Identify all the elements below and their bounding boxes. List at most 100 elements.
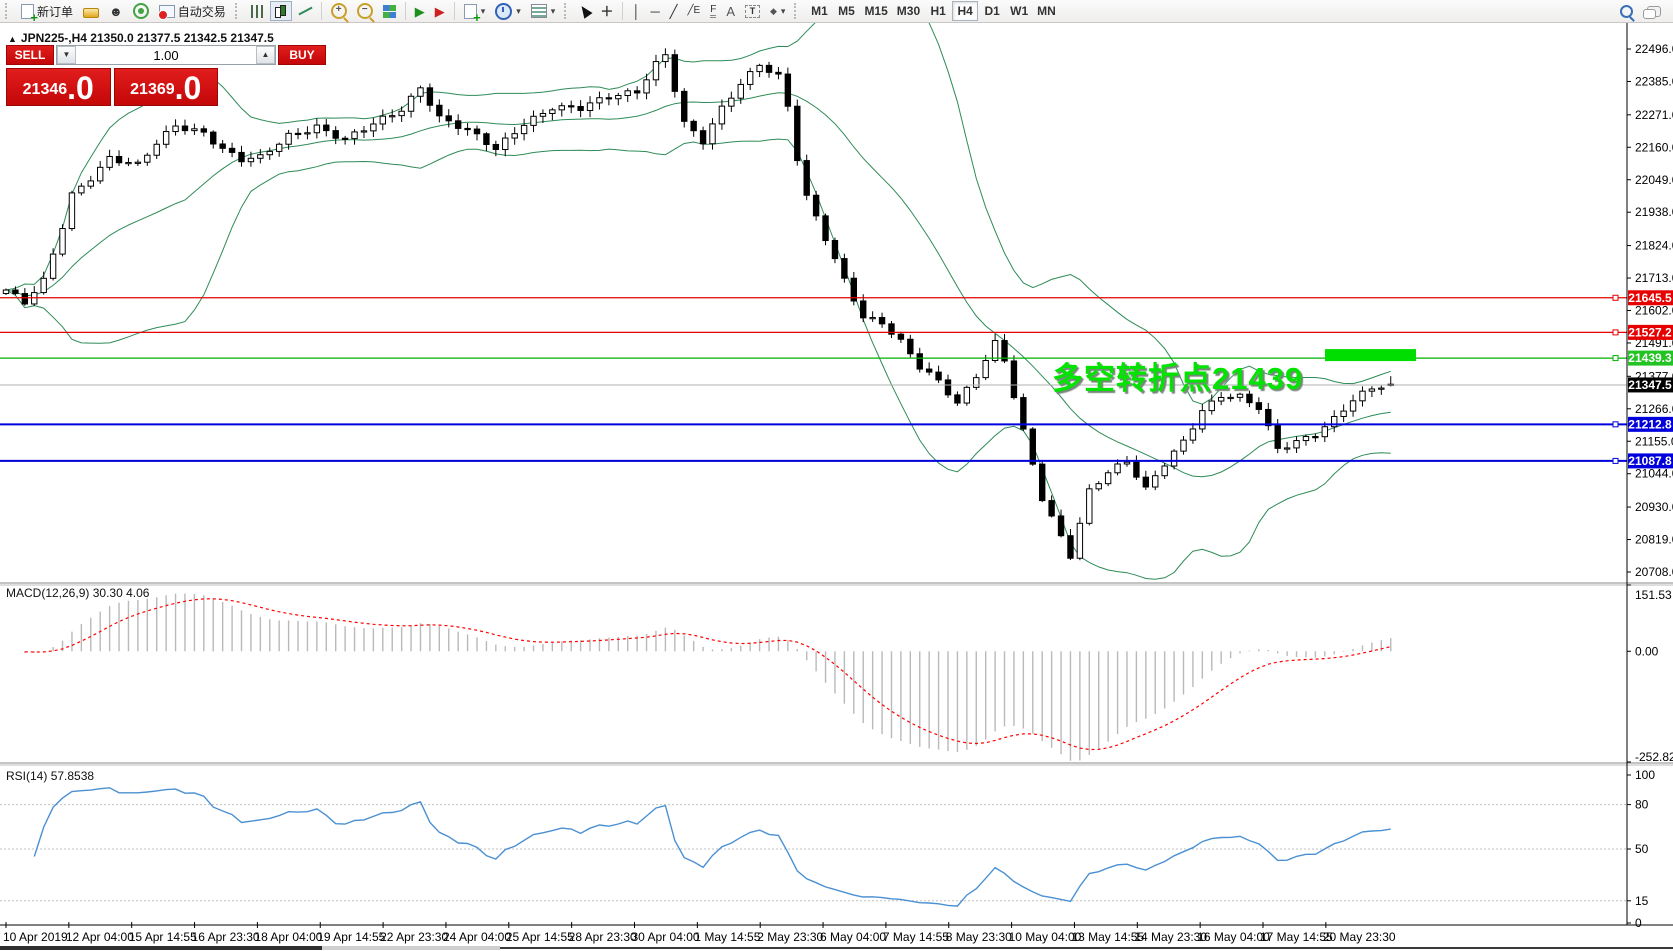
price-chart-svg[interactable]: 22496.0 22385.0 22271.0 22160.0 22049.0 21938…	[0, 23, 1673, 951]
tile-windows-button[interactable]	[379, 1, 400, 21]
sell-button[interactable]: SELL	[6, 45, 54, 65]
sell-price[interactable]: 21346.0	[6, 68, 111, 106]
timeframe-m1[interactable]: M1	[806, 1, 832, 21]
market-button[interactable]	[79, 1, 103, 21]
periods-button[interactable]: ▾	[491, 1, 525, 21]
candle	[765, 64, 773, 73]
highlight-rectangle	[1325, 349, 1416, 362]
candle	[323, 124, 330, 132]
svg-text:21527.2: 21527.2	[1628, 325, 1672, 339]
dropdown-arrow-icon: ▾	[780, 5, 786, 16]
chart-area[interactable]: 22496.0 22385.0 22271.0 22160.0 22049.0 21938…	[0, 23, 1673, 951]
svg-text:80: 80	[1635, 798, 1649, 812]
bottom-scrollbar[interactable]	[0, 945, 1673, 951]
channel-button[interactable]: ╱E	[684, 1, 705, 21]
templates-button[interactable]: ▾	[527, 1, 560, 21]
svg-text:10 Apr 2019: 10 Apr 2019	[3, 930, 68, 944]
toolbar-grip[interactable]	[564, 3, 571, 19]
candle	[21, 293, 29, 305]
candle	[1104, 472, 1112, 485]
svg-text:7 May 14:55: 7 May 14:55	[883, 930, 949, 944]
symbol-ohlc-text: JPN225-,H4 21350.0 21377.5 21342.5 21347…	[20, 31, 274, 45]
svg-text:22496.0: 22496.0	[1635, 42, 1673, 56]
timeframe-mn[interactable]: MN	[1033, 1, 1060, 21]
buy-price[interactable]: 21369.0	[113, 68, 218, 106]
template-icon	[530, 4, 547, 18]
timeframe-h1[interactable]: H1	[925, 1, 951, 21]
price-badge: 21347.5	[1628, 377, 1673, 393]
crosshair-button[interactable]: ＋	[596, 1, 617, 21]
candle	[332, 130, 339, 139]
vertical-line-button[interactable]: │	[628, 1, 644, 21]
candle	[916, 353, 923, 370]
scrollbar-thumb-gray[interactable]	[322, 946, 500, 950]
indicators-button[interactable]: ▾	[460, 1, 490, 24]
svg-text:22271.0: 22271.0	[1635, 108, 1673, 122]
horizontal-line-button[interactable]: ─	[646, 1, 663, 21]
volume-decrease-button[interactable]: ▼	[57, 46, 76, 64]
zoom-out-button[interactable]: −	[353, 1, 377, 21]
panel-collapse-icon[interactable]: ▲	[8, 34, 17, 44]
timeframe-m5[interactable]: M5	[833, 1, 859, 21]
timeframe-m30[interactable]: M30	[893, 1, 924, 21]
svg-text:19 Apr 14:55: 19 Apr 14:55	[317, 930, 385, 944]
candle	[1246, 393, 1253, 404]
new-order-button[interactable]: 新订单	[17, 1, 77, 24]
chat-button[interactable]	[1643, 1, 1665, 21]
candle	[944, 379, 952, 396]
auto-trading-button[interactable]: 自动交易	[155, 1, 230, 21]
text-button[interactable]: A	[722, 1, 739, 21]
chart-annotation-text[interactable]: 多空转折点21439	[1052, 361, 1304, 396]
candle	[1067, 535, 1074, 559]
fibonacci-icon: F	[710, 4, 717, 18]
timeframe-m15[interactable]: M15	[860, 1, 891, 21]
candle	[511, 133, 518, 139]
scrollbar-thumb-dark[interactable]	[0, 946, 322, 950]
candle	[115, 155, 123, 164]
arrows-button[interactable]: ◆ ▾	[766, 1, 789, 21]
zoom-in-button[interactable]: +	[327, 1, 351, 21]
svg-text:22160.0: 22160.0	[1635, 140, 1673, 154]
svg-text:21824.0: 21824.0	[1635, 239, 1673, 253]
auto-scroll-button[interactable]: ▶	[431, 1, 449, 21]
svg-text:28 Apr 23:30: 28 Apr 23:30	[569, 930, 637, 944]
buy-button[interactable]: BUY	[278, 45, 326, 65]
hline-handle	[1612, 421, 1619, 428]
macd-panel: 151.53 0.00 -252.82	[24, 584, 1673, 764]
search-button[interactable]	[1616, 1, 1637, 21]
text-label-button[interactable]: T	[741, 1, 764, 21]
candle	[162, 131, 170, 145]
timeframe-d1[interactable]: D1	[979, 1, 1005, 21]
trendline-button[interactable]: ╱	[666, 1, 682, 21]
candle	[1048, 500, 1055, 517]
candle	[59, 228, 66, 255]
toolbar-grip[interactable]	[234, 3, 242, 19]
volume-increase-button[interactable]: ▲	[256, 46, 275, 64]
candle	[341, 137, 349, 140]
toolbar-grip[interactable]	[5, 3, 12, 19]
hline-handle	[1612, 355, 1619, 362]
svg-text:24 Apr 04:00: 24 Apr 04:00	[443, 930, 511, 944]
cursor-button[interactable]	[576, 1, 594, 21]
community-button[interactable]: ☻	[105, 1, 127, 21]
macd-main-value: 30.30	[92, 586, 123, 600]
chart-shift-button[interactable]: ▶	[411, 1, 429, 21]
candle	[1039, 463, 1046, 502]
candlestick-chart-button[interactable]	[269, 1, 292, 21]
candle	[1283, 447, 1291, 450]
bar-chart-button[interactable]	[247, 1, 268, 21]
candle	[483, 133, 490, 145]
signals-button[interactable]	[129, 1, 153, 21]
candle	[1142, 476, 1150, 488]
line-chart-button[interactable]	[294, 1, 316, 21]
text-icon: A	[726, 3, 735, 19]
svg-text:16 May 04:00: 16 May 04:00	[1197, 930, 1270, 944]
candle	[737, 83, 744, 99]
volume-input[interactable]	[76, 46, 256, 64]
timeframe-h4[interactable]: H4	[952, 1, 979, 21]
timeframe-w1[interactable]: W1	[1006, 1, 1032, 21]
candle	[690, 120, 697, 132]
svg-text:21602.0: 21602.0	[1635, 304, 1673, 318]
toolbar-grip[interactable]	[794, 3, 801, 19]
fibonacci-button[interactable]: F	[706, 1, 720, 21]
